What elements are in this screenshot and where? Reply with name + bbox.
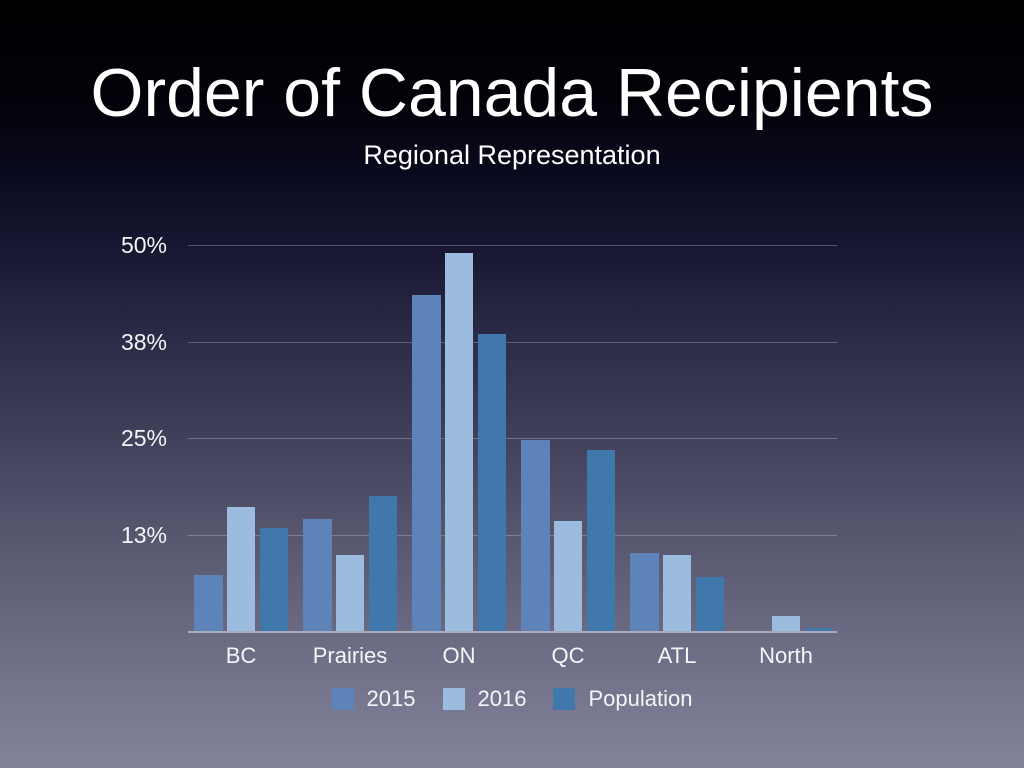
legend-swatch-population xyxy=(553,688,576,710)
y-axis-tick-label: 38% xyxy=(120,328,167,355)
legend-label-2015: 2015 xyxy=(366,686,416,711)
bar-population-prairies xyxy=(368,495,397,631)
bar-2015-bc xyxy=(194,574,223,631)
chart-plot-area xyxy=(188,245,837,633)
bar-2016-bc xyxy=(226,507,256,631)
chart-legend: 2015 2016 Population xyxy=(0,686,1024,712)
y-axis-tick-label: 25% xyxy=(120,425,167,451)
bar-group-prairies xyxy=(303,495,397,631)
bar-2015-on xyxy=(412,295,441,631)
x-axis-label-qc: QC xyxy=(551,643,585,668)
bar-group-qc xyxy=(521,440,615,631)
x-axis-label-on: ON xyxy=(442,643,476,668)
bar-2016-prairies xyxy=(335,555,365,631)
bar-group-north xyxy=(739,616,833,631)
legend-item-2015: 2015 xyxy=(331,686,416,712)
x-axis-label-atl: ATL xyxy=(657,643,697,668)
gridline xyxy=(188,438,837,439)
bar-group-on xyxy=(412,252,506,631)
bar-group-atl xyxy=(630,553,724,631)
legend-label-2016: 2016 xyxy=(477,686,527,711)
bar-2015-prairies xyxy=(303,519,332,631)
legend-item-population: Population xyxy=(553,686,692,712)
bar-2016-atl xyxy=(662,555,692,631)
x-axis-label-north: North xyxy=(759,643,813,668)
bar-population-north xyxy=(804,627,833,631)
gridline xyxy=(188,534,837,536)
x-axis-label-bc: BC xyxy=(225,643,257,668)
legend-item-2016: 2016 xyxy=(442,686,527,712)
legend-swatch-2015 xyxy=(331,688,354,710)
bar-2016-north xyxy=(771,616,801,631)
legend-label-population: Population xyxy=(588,686,693,711)
y-axis-tick-label: 50% xyxy=(120,232,167,258)
bar-population-bc xyxy=(259,528,288,631)
bar-population-on xyxy=(477,333,506,631)
bar-population-qc xyxy=(586,449,615,631)
bar-2016-qc xyxy=(553,520,583,631)
slide-subtitle: Regional Representation xyxy=(363,140,661,170)
y-axis-tick-label: 13% xyxy=(120,521,167,548)
bar-2015-qc xyxy=(521,440,550,631)
x-axis-label-prairies: Prairies xyxy=(312,643,388,668)
legend-swatch-2016 xyxy=(442,688,465,710)
gridline xyxy=(188,341,837,343)
bar-2015-atl xyxy=(630,553,659,631)
gridline xyxy=(188,245,837,246)
bar-population-atl xyxy=(695,576,724,631)
bar-group-bc xyxy=(194,507,288,631)
bar-2016-on xyxy=(444,252,474,631)
slide-title: Order of Canada Recipients xyxy=(90,55,934,131)
